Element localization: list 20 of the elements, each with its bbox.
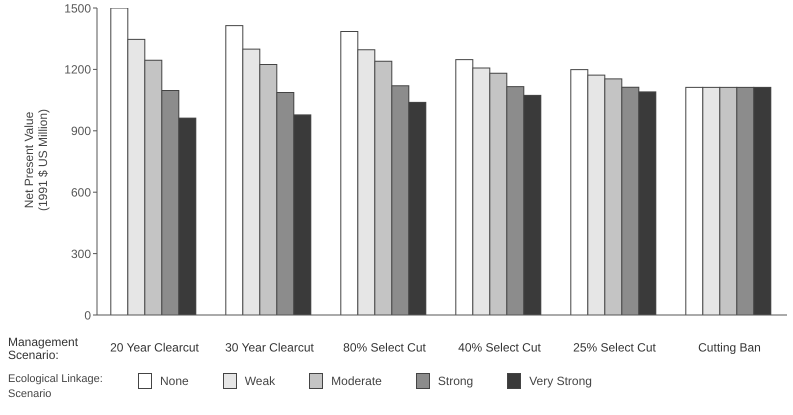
y-tick-label: 0: [84, 308, 92, 322]
y-tick-label: 1200: [64, 62, 92, 77]
x-tick-label: Cutting Ban: [698, 340, 761, 355]
legend-label: Weak: [244, 374, 276, 388]
legend-title: Ecological Linkage: Scenario: [7, 372, 104, 402]
x-tick-label: 80% Select Cut: [343, 340, 427, 355]
y-tick-label: 1500: [64, 1, 92, 16]
x-tick-label: 25% Select Cut: [573, 340, 657, 355]
y-tick-label: 300: [70, 246, 92, 261]
legend-label: Strong: [438, 374, 474, 388]
x-tick-label: 40% Select Cut: [458, 340, 542, 355]
legend-label: None: [160, 374, 189, 388]
x-tick-label: 20 Year Clearcut: [110, 340, 200, 355]
legend-label: Moderate: [331, 374, 382, 388]
y-tick-label: 600: [70, 185, 92, 200]
y-tick-label: 900: [70, 124, 92, 138]
legend-label: Very Strong: [529, 374, 592, 388]
x-axis-title: Management Scenario:: [8, 335, 80, 362]
y-axis-title: Net Present Value (1991 $ US Million): [22, 108, 50, 212]
x-tick-label: 30 Year Clearcut: [225, 340, 315, 355]
